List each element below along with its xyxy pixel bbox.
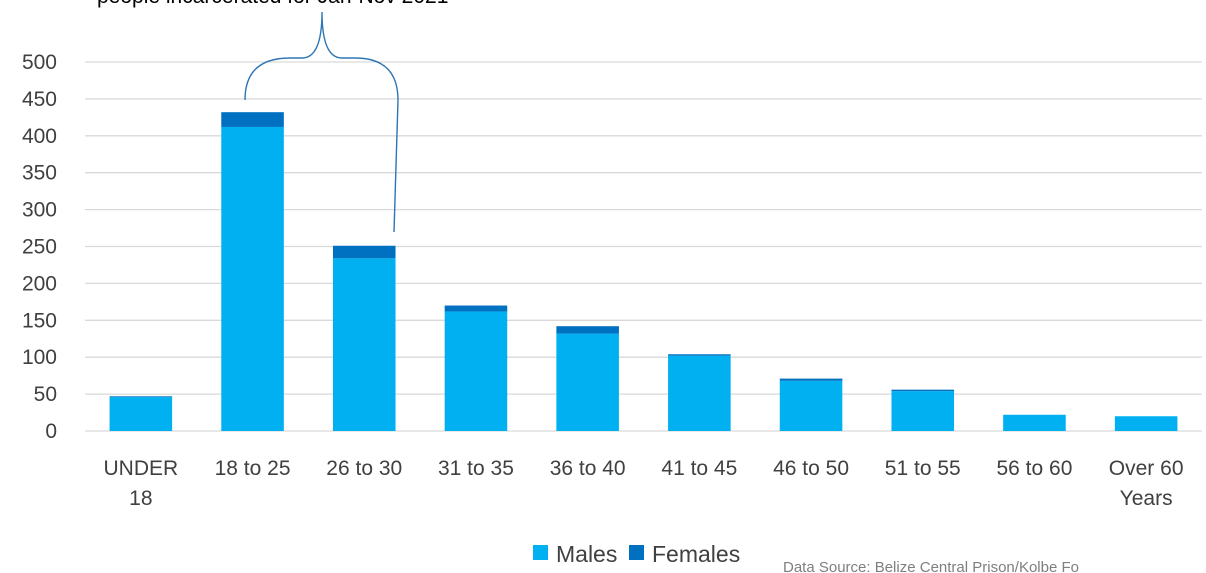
bar-males (332, 258, 396, 431)
y-tick-label: 350 (22, 162, 57, 185)
y-tick-label: 100 (22, 346, 57, 369)
x-tick-label: 46 to 50 (773, 457, 849, 480)
bar-females (221, 112, 284, 127)
bar-males (109, 397, 173, 431)
y-tick-label: 150 (22, 309, 57, 332)
x-tick-label: 56 to 60 (996, 457, 1072, 480)
source-note: Data Source: Belize Central Prison/Kolbe… (783, 559, 1079, 573)
bar-males (779, 380, 843, 431)
y-tick-label: 400 (22, 125, 57, 148)
legend: Males Females (533, 541, 740, 567)
bar-males (668, 355, 731, 431)
bar-males (1003, 414, 1066, 431)
y-tick-label: 250 (22, 236, 57, 259)
bar-females (109, 396, 173, 398)
y-tick-label: 300 (22, 199, 57, 222)
x-tick-label: UNDER (104, 457, 179, 480)
bar-males (444, 311, 508, 431)
bar-females (668, 354, 731, 356)
bar-males (221, 126, 284, 431)
x-tick-label: 36 to 40 (550, 457, 626, 480)
x-tick-label: 26 to 30 (326, 457, 402, 480)
legend-label-males: Males (556, 541, 617, 567)
x-axis: UNDER 18 18 to 25 26 to 30 31 to 35 36 to 40 4… (104, 457, 1184, 510)
annotation-bracket (244, 11, 399, 233)
x-tick-label: 18 (129, 487, 152, 510)
x-tick-label: 41 to 45 (661, 457, 737, 480)
bar-males (1114, 416, 1178, 431)
y-axis: 0 50 100 150 200 250 300 350 400 450 500 (22, 51, 57, 443)
legend-swatch-females (629, 545, 644, 560)
bar-males (891, 391, 955, 431)
bars (109, 112, 1178, 431)
legend-label-females: Females (652, 541, 740, 567)
bar-males (556, 333, 619, 431)
y-tick-label: 0 (45, 420, 57, 443)
y-tick-label: 500 (22, 51, 57, 74)
bar-females (332, 245, 396, 259)
y-tick-label: 450 (22, 88, 57, 111)
x-tick-label: Over 60 (1109, 457, 1184, 480)
x-tick-label: Years (1120, 487, 1173, 510)
annotation-text: people incarcerated for Jan-Nov 2021 (97, 0, 448, 8)
bar-females (444, 305, 508, 312)
bar-females (779, 378, 843, 381)
x-tick-label: 18 to 25 (215, 457, 291, 480)
x-tick-label: 31 to 35 (438, 457, 514, 480)
legend-swatch-males (533, 545, 548, 560)
y-tick-label: 200 (22, 272, 57, 295)
bar-females (891, 389, 955, 392)
x-tick-label: 51 to 55 (885, 457, 961, 480)
y-tick-label: 50 (34, 383, 57, 406)
bar-females (556, 326, 619, 334)
